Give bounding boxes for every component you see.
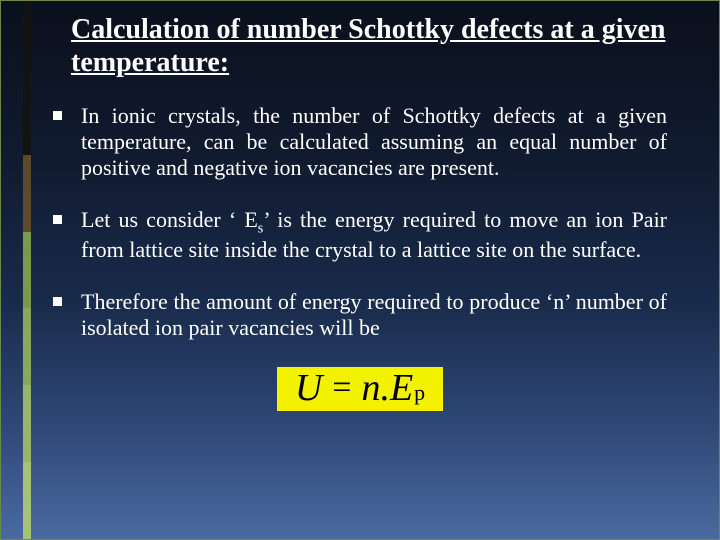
equation-lhs: U (295, 369, 322, 407)
equation-dot: . (380, 367, 390, 409)
equation: U = n.Ep (277, 367, 443, 411)
slide-title: Calculation of number Schottky defects a… (57, 13, 667, 79)
accent-segment (23, 155, 31, 232)
bullet-item: Therefore the amount of energy required … (53, 289, 667, 341)
accent-strip (23, 1, 31, 539)
equation-rhs: n.Ep (361, 369, 425, 407)
equation-sub: p (413, 380, 425, 405)
bullet-list: In ionic crystals, the number of Schottk… (53, 103, 667, 341)
slide: Calculation of number Schottky defects a… (0, 0, 720, 540)
equation-container: U = n.Ep (53, 367, 667, 411)
accent-segment (23, 308, 31, 385)
equation-E: E (390, 367, 413, 409)
bullet-item: Let us consider ‘ Es’ is the energy requ… (53, 207, 667, 263)
bullet-item: In ionic crystals, the number of Schottk… (53, 103, 667, 181)
accent-segment (23, 385, 31, 462)
accent-segment (23, 462, 31, 539)
accent-segment (23, 1, 31, 78)
equation-n: n (361, 367, 380, 409)
accent-segment (23, 232, 31, 309)
accent-segment (23, 78, 31, 155)
subscript: s (258, 220, 264, 236)
equals-sign: = (332, 371, 351, 407)
